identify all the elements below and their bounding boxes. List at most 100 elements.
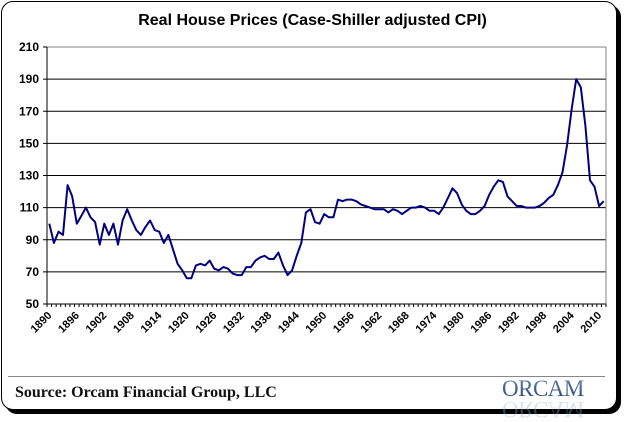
- source-caption: Source: Orcam Financial Group, LLC: [15, 384, 277, 401]
- x-tick-label: 1968: [386, 310, 412, 336]
- x-tick-label: 1950: [304, 310, 330, 336]
- data-point: [369, 207, 371, 209]
- data-point: [136, 229, 138, 231]
- data-point: [113, 223, 115, 225]
- data-point: [236, 274, 238, 276]
- data-point: [548, 197, 550, 199]
- data-point: [488, 194, 490, 196]
- x-tick-label: 1974: [413, 309, 439, 335]
- data-point: [461, 204, 463, 206]
- data-point: [502, 181, 504, 183]
- data-point: [90, 216, 92, 218]
- data-point: [314, 221, 316, 223]
- data-point: [410, 207, 412, 209]
- data-point: [319, 223, 321, 225]
- x-tick-label: 1986: [468, 310, 494, 336]
- x-tick-label: 1980: [441, 310, 467, 336]
- data-point: [475, 213, 477, 215]
- y-tick-label: 170: [19, 104, 39, 118]
- data-point: [392, 208, 394, 210]
- x-tick-label: 1956: [331, 310, 357, 336]
- data-point: [310, 208, 312, 210]
- data-point: [273, 258, 275, 260]
- data-point: [333, 216, 335, 218]
- data-point: [53, 242, 55, 244]
- y-tick-label: 110: [20, 201, 40, 215]
- data-point: [62, 234, 64, 236]
- data-point: [433, 210, 435, 212]
- data-point: [48, 223, 50, 225]
- data-point: [585, 125, 587, 127]
- data-point: [191, 278, 193, 280]
- data-point: [131, 220, 133, 222]
- data-point: [296, 255, 298, 257]
- x-tick-label: 1890: [29, 310, 55, 336]
- data-point: [149, 220, 151, 222]
- x-axis-labels: 1890 1896 1902 1908 1914 1920 1926 1932 1938 1944…: [29, 309, 605, 335]
- data-point: [484, 205, 486, 207]
- data-point: [337, 199, 339, 201]
- data-point: [470, 213, 472, 215]
- x-tick-label: 1926: [194, 310, 220, 336]
- data-point: [603, 200, 605, 202]
- data-point: [346, 199, 348, 201]
- data-point: [456, 192, 458, 194]
- data-point: [534, 207, 536, 209]
- data-point: [543, 202, 545, 204]
- data-point: [71, 196, 73, 198]
- data-point: [557, 184, 559, 186]
- data-point: [181, 269, 183, 271]
- data-point: [163, 242, 165, 244]
- data-point: [172, 249, 174, 251]
- data-point: [264, 255, 266, 257]
- data-point: [241, 274, 243, 276]
- data-point: [140, 234, 142, 236]
- data-point: [204, 265, 206, 267]
- data-point: [305, 212, 307, 214]
- data-point: [493, 186, 495, 188]
- data-point: [401, 213, 403, 215]
- data-point: [530, 207, 532, 209]
- chart-title: Real House Prices (Case-Shiller adjusted…: [138, 12, 487, 29]
- gridlines: [47, 46, 606, 273]
- data-point: [323, 213, 325, 215]
- data-point: [282, 265, 284, 267]
- y-tick-label: 50: [26, 297, 40, 311]
- data-point: [498, 180, 500, 182]
- data-point: [287, 274, 289, 276]
- y-axis-labels: 50 70 90 110 130 150 170 190 210: [19, 40, 39, 311]
- orcam-logo: ORCAM ORCAM: [502, 376, 602, 422]
- data-point: [126, 208, 128, 210]
- x-tick-label: 1938: [249, 310, 275, 336]
- data-point: [374, 208, 376, 210]
- data-point: [218, 269, 220, 271]
- data-point: [429, 210, 431, 212]
- data-point: [539, 205, 541, 207]
- x-tick-label: 1962: [359, 310, 385, 336]
- x-tick-label: 1932: [221, 310, 247, 336]
- chart-frame: [1, 1, 617, 410]
- data-point: [168, 234, 170, 236]
- data-point: [209, 260, 211, 262]
- data-point: [81, 215, 83, 217]
- data-point: [575, 78, 577, 80]
- y-tick-label: 150: [19, 136, 39, 150]
- data-point: [177, 263, 179, 265]
- data-point: [594, 186, 596, 188]
- data-point: [122, 220, 124, 222]
- data-point: [520, 205, 522, 207]
- y-tick-label: 190: [19, 72, 39, 86]
- data-point: [383, 208, 385, 210]
- data-point: [250, 266, 252, 268]
- data-point: [351, 199, 353, 201]
- data-point: [452, 188, 454, 190]
- series-layer: [48, 78, 605, 280]
- data-point: [255, 260, 257, 262]
- data-point: [365, 205, 367, 207]
- x-tick-label: 1896: [56, 310, 82, 336]
- data-point: [103, 223, 105, 225]
- data-point: [278, 252, 280, 254]
- x-tick-label: 1920: [166, 310, 192, 336]
- x-tick-label: 1902: [84, 310, 110, 336]
